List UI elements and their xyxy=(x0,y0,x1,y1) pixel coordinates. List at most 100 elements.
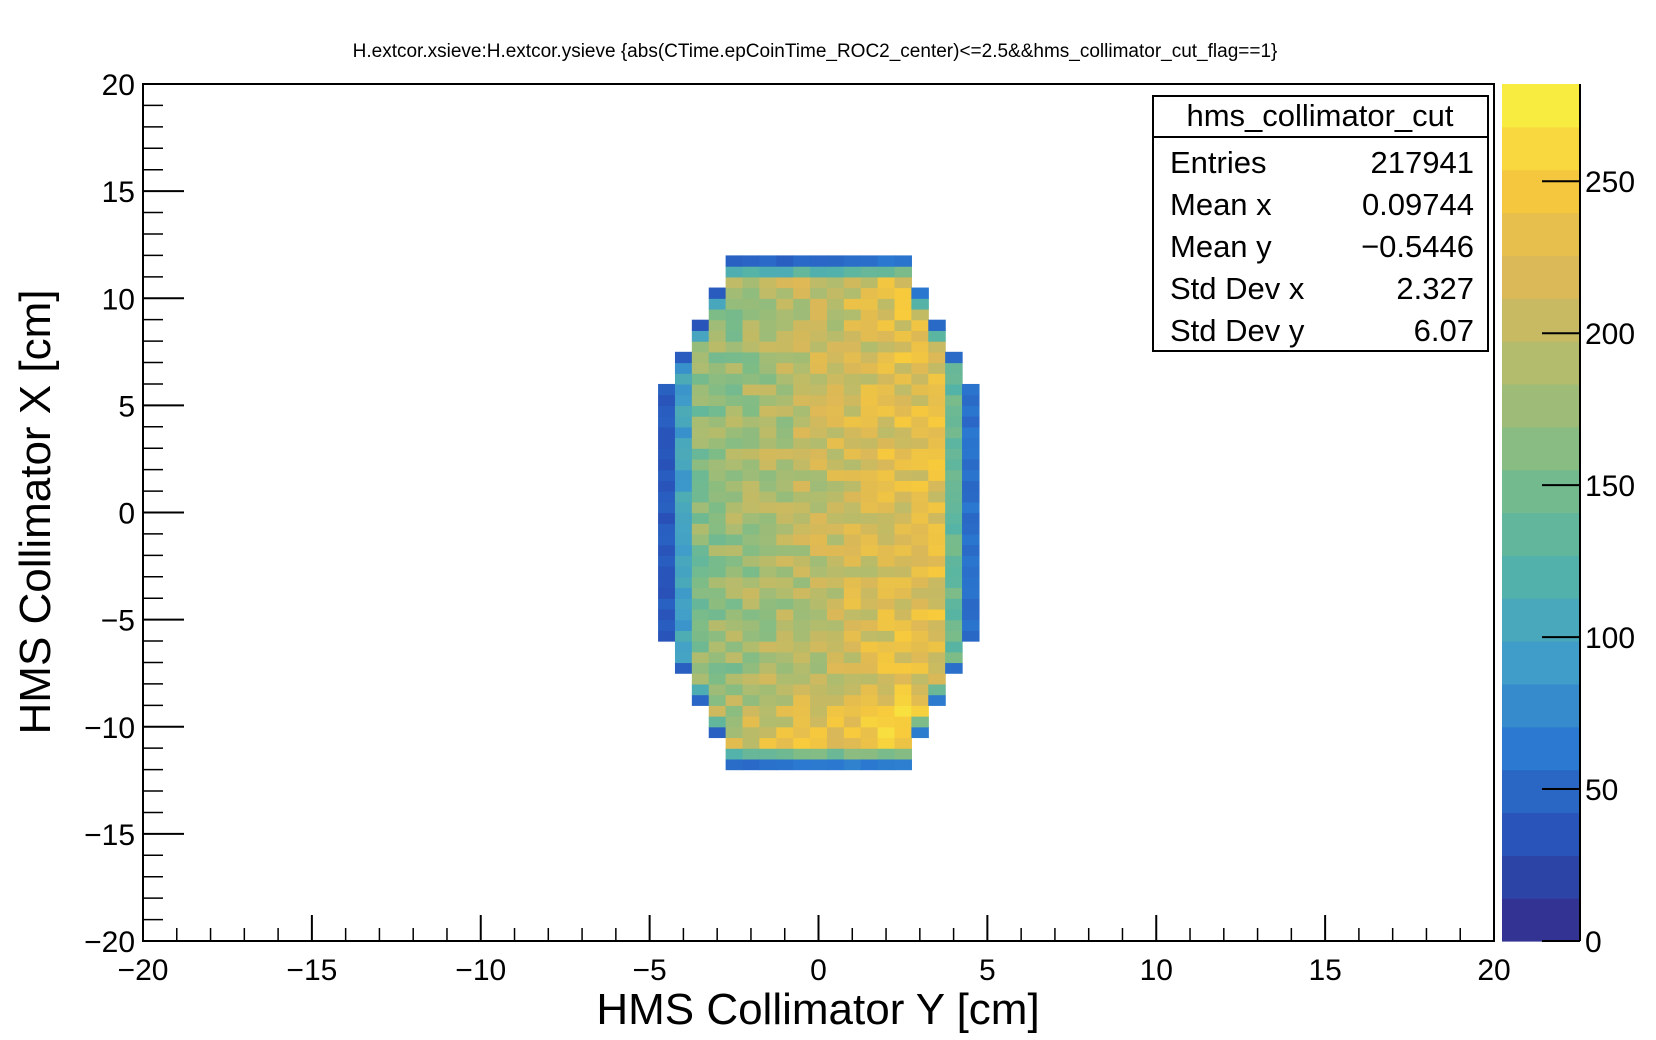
heatmap-bin xyxy=(674,555,693,567)
heatmap-bin xyxy=(928,544,946,556)
heatmap-bin xyxy=(674,587,693,599)
heatmap-bin xyxy=(810,426,828,439)
heatmap-bin xyxy=(945,394,963,406)
heatmap-bin xyxy=(945,641,963,653)
heatmap-bin xyxy=(911,694,929,706)
heatmap-bin xyxy=(877,523,896,535)
heatmap-bin xyxy=(742,319,760,331)
heatmap-bin xyxy=(742,533,760,546)
heatmap-bin xyxy=(776,319,794,331)
heatmap-bin xyxy=(877,405,896,417)
heatmap-bin xyxy=(759,737,777,749)
y-tick-label: 5 xyxy=(118,390,135,423)
heatmap-bin xyxy=(894,705,912,717)
heatmap-bin xyxy=(691,416,710,428)
heatmap-bin xyxy=(826,351,845,364)
heatmap-bin xyxy=(810,469,828,481)
heatmap-bin xyxy=(810,694,828,706)
heatmap-bin xyxy=(759,705,777,717)
heatmap-bin xyxy=(658,555,676,567)
heatmap-bin xyxy=(725,426,744,439)
heatmap-bin xyxy=(826,737,845,749)
heatmap-bin xyxy=(826,469,845,481)
heatmap-bin xyxy=(691,394,710,406)
heatmap-bin xyxy=(928,416,946,428)
heatmap-bin xyxy=(742,405,760,417)
stats-label: Mean y xyxy=(1170,229,1272,264)
heatmap-bin xyxy=(860,705,879,717)
heatmap-bin xyxy=(725,673,744,685)
heatmap-bin xyxy=(674,608,693,621)
heatmap-bin xyxy=(877,544,896,556)
heatmap-bin xyxy=(894,458,912,471)
heatmap-bin xyxy=(691,608,710,621)
heatmap-bin xyxy=(945,662,963,674)
heatmap-bin xyxy=(776,287,794,299)
heatmap-bin xyxy=(793,608,811,621)
heatmap-bin xyxy=(843,501,862,514)
y-tick-label: −20 xyxy=(84,926,135,959)
colorbar-band xyxy=(1502,126,1580,171)
heatmap-bin xyxy=(894,416,912,428)
heatmap-bin xyxy=(860,383,879,396)
heatmap-bin xyxy=(725,576,744,589)
heatmap-bin xyxy=(877,437,896,449)
heatmap-bin xyxy=(793,426,811,439)
heatmap-bin xyxy=(860,673,879,685)
heatmap-bin xyxy=(826,512,845,524)
heatmap-bin xyxy=(877,694,896,706)
heatmap-bin xyxy=(708,491,727,503)
heatmap-bin xyxy=(793,383,811,396)
heatmap-bin xyxy=(911,705,929,717)
heatmap-bin xyxy=(843,351,862,364)
heatmap-bin xyxy=(759,673,777,685)
heatmap-bin xyxy=(759,651,777,664)
heatmap-bin xyxy=(911,608,929,621)
heatmap-bin xyxy=(759,748,777,760)
heatmap-bin xyxy=(928,651,946,664)
heatmap-bin xyxy=(759,683,777,696)
heatmap-bin xyxy=(658,448,676,460)
heatmap-bin xyxy=(928,469,946,481)
heatmap-bin xyxy=(894,266,912,278)
heatmap-bin xyxy=(843,512,862,524)
heatmap-bin xyxy=(911,469,929,481)
heatmap-bin xyxy=(826,276,845,289)
heatmap-bin xyxy=(759,566,777,578)
heatmap-bin xyxy=(776,308,794,321)
heatmap-bin xyxy=(877,362,896,374)
heatmap-bin xyxy=(894,523,912,535)
heatmap-bin xyxy=(810,705,828,717)
heatmap-bin xyxy=(691,598,710,610)
heatmap-bin xyxy=(877,373,896,385)
heatmap-bin xyxy=(708,587,727,599)
heatmap-bin xyxy=(793,726,811,739)
heatmap-bin xyxy=(725,351,744,364)
heatmap-bin xyxy=(742,287,760,299)
heatmap-bin xyxy=(759,544,777,556)
heatmap-bin xyxy=(962,383,980,396)
heatmap-bin xyxy=(911,630,929,642)
x-tick-label: −15 xyxy=(286,954,337,987)
heatmap-bin xyxy=(742,276,760,289)
heatmap-bin xyxy=(860,405,879,417)
heatmap-bin xyxy=(725,319,744,331)
heatmap-bin xyxy=(742,726,760,739)
heatmap-bin xyxy=(877,555,896,567)
heatmap-bin xyxy=(911,544,929,556)
heatmap-bin xyxy=(826,405,845,417)
heatmap-bin xyxy=(877,426,896,439)
heatmap-bin xyxy=(708,619,727,631)
heatmap-bin xyxy=(843,287,862,299)
heatmap-bin xyxy=(793,394,811,406)
colorbar-band xyxy=(1502,683,1580,728)
colorbar-band xyxy=(1502,855,1580,899)
heatmap-bin xyxy=(877,394,896,406)
heatmap-bin xyxy=(928,608,946,621)
heatmap-bin xyxy=(793,651,811,664)
heatmap-bin xyxy=(810,266,828,278)
heatmap-bin xyxy=(962,469,980,481)
heatmap-bin xyxy=(860,608,879,621)
heatmap-bin xyxy=(962,630,980,642)
colorbar-band xyxy=(1502,769,1580,814)
